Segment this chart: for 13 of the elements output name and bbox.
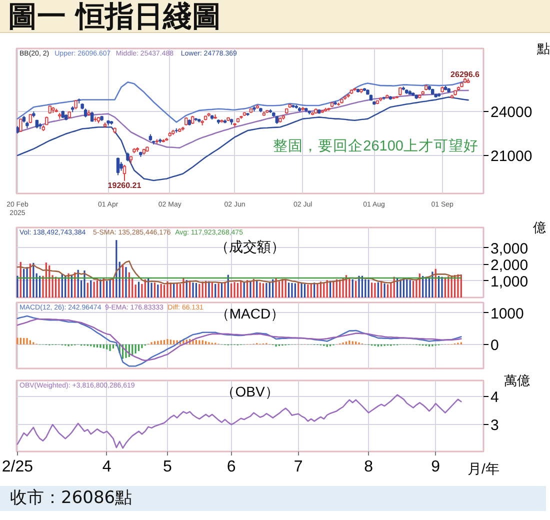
chart-title: 圖一 恒指日綫圖 [0,0,550,33]
annotation: 26296.6 [450,70,480,79]
y-tick-label: 24000 [490,104,532,121]
annotation: 19260.21 [108,180,142,190]
candlestick [116,157,120,176]
candlestick [122,164,126,182]
text: 收市：26086點 [0,486,546,511]
candlestick [19,118,22,132]
y-axis-title: 點 [536,41,550,56]
line-series [16,80,469,123]
candlestick [74,100,78,110]
y-tick-label: 21000 [490,148,532,165]
annotation: 整固，要回企26100上才可望好 [273,138,479,154]
